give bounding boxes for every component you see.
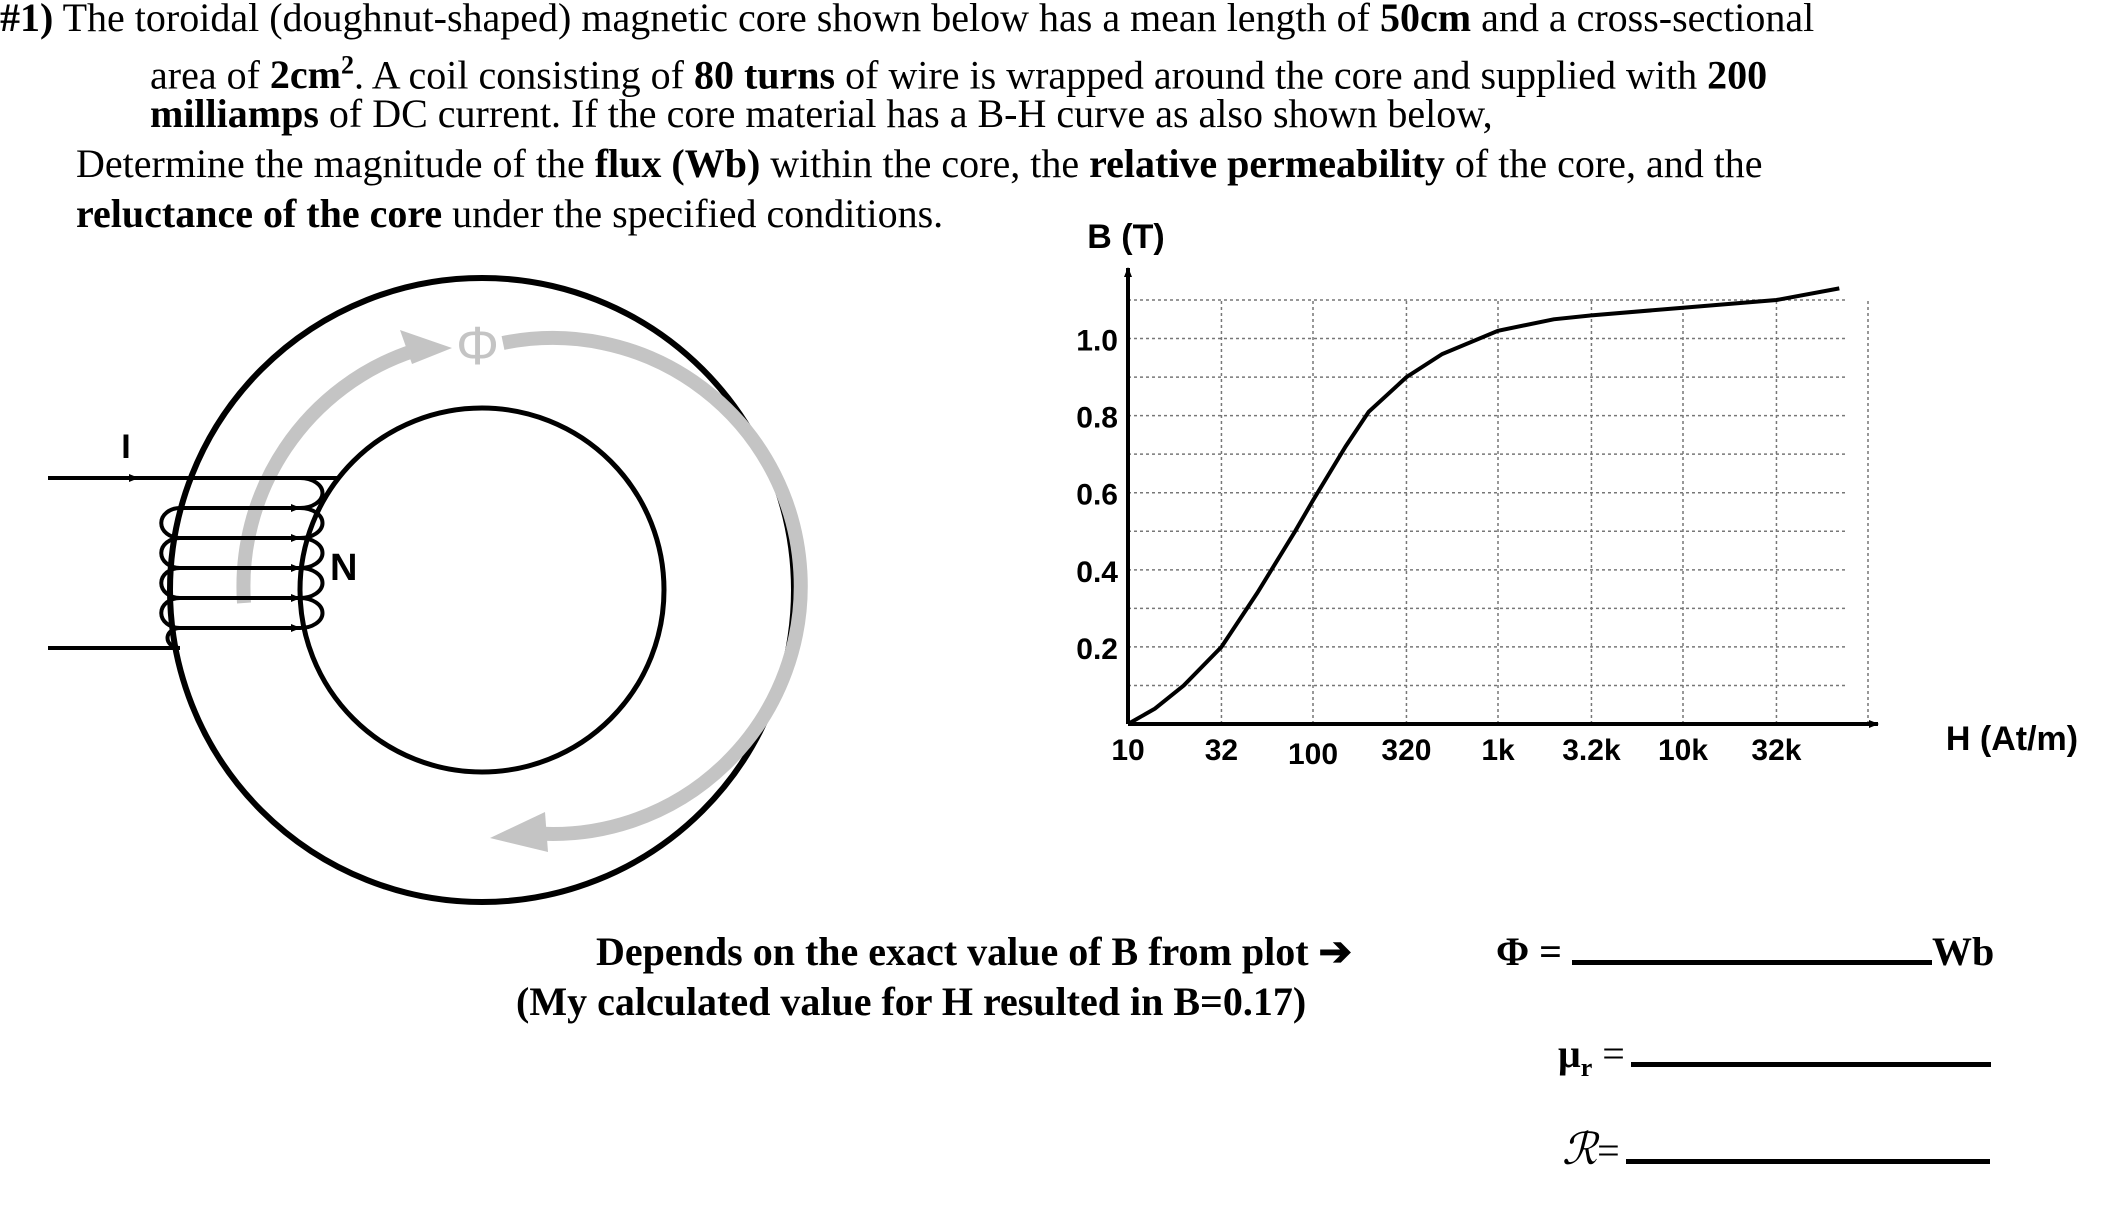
current-unit: milliamps [150,91,319,136]
turns-value: 80 turns [693,52,836,98]
reluctance-answer-label: ℛ [1562,1125,1598,1174]
chart-gridlines-vertical [1127,300,1869,724]
chart-y-tick-labels: 1.0 0.8 0.6 0.4 0.2 [1076,325,1118,666]
chart-x-tick-label: 10 [1111,734,1144,767]
bh-curve-chart: 1.0 0.8 0.6 0.4 0.2 10 32 100 320 1k 3.2k 10k 32k B… [1076,218,2078,771]
answer-permeability: μr = [1558,1030,1991,1092]
permeability-term: relative permeability [1089,141,1445,186]
flux-arrow-top [400,330,452,364]
text-segment: area of [150,52,270,98]
mu-answer-subscript: r [1580,1053,1593,1082]
chart-x-tick-label: 100 [1288,738,1338,771]
chart-x-tick-label: 32k [1751,734,1801,767]
flux-answer-blank[interactable] [1571,930,1932,965]
text-segment: of DC current. If the core material has … [318,91,1493,136]
chart-y-tick-label: 0.6 [1076,479,1118,512]
toroid-inner-ring [297,405,667,775]
problem-line-1: #1) The toroidal (doughnut-shaped) magne… [0,0,1814,42]
mean-length-value: 50cm [1380,0,1472,40]
turns-label: N [330,547,357,589]
reluctance-answer-blank[interactable] [1625,1129,1990,1164]
text-segment: Determine the magnitude of the [76,141,595,186]
flux-answer-label: Φ = [1496,929,1562,974]
coil-windings [159,476,325,650]
note-line-1: Depends on the exact value of B from plo… [596,929,1353,974]
problem-number: #1) [0,0,54,40]
toroid-diagram: Φ I N [48,275,808,905]
chart-x-tick-label: 320 [1381,734,1431,767]
chart-x-tick-label: 1k [1481,734,1515,767]
problem-line-2: area of 2cm2. A coil consisting of 80 tu… [150,42,1767,99]
problem-line-5: reluctance of the core under the specifi… [76,190,943,238]
chart-x-tick-label: 3.2k [1562,734,1621,767]
flux-term: flux (Wb) [594,141,761,186]
chart-x-tick-label: 32 [1205,734,1238,767]
chart-x-tick-labels: 10 32 100 320 1k 3.2k 10k 32k [1111,734,1801,771]
text-segment: and a cross-sectional [1471,0,1815,40]
area-exponent: 2 [340,51,354,80]
chart-x-axis-label: H (At/m) [1946,720,2078,758]
chart-y-tick-label: 0.2 [1076,633,1118,666]
text-segment: The toroidal (doughnut-shaped) magnetic … [53,0,1380,40]
text-segment: . A coil consisting of [353,52,694,98]
current-label: I [121,428,130,466]
chart-y-tick-label: 1.0 [1076,325,1118,358]
flux-arrow-bottom [490,812,548,852]
bh-curve-line [1127,286,1840,726]
answer-reluctance: ℛ= [1562,1126,1990,1175]
note-line-2: (My calculated value for H resulted in B… [516,979,1307,1024]
mu-answer-label: μ [1558,1031,1581,1076]
chart-x-tick-label: 10k [1658,734,1708,767]
problem-line-4: Determine the magnitude of the flux (Wb)… [76,140,1763,188]
mu-answer-equals: = [1592,1031,1625,1076]
chart-y-tick-label: 0.4 [1076,556,1118,589]
current-value: 200 [1707,52,1768,98]
chart-y-tick-label: 0.8 [1076,402,1118,435]
area-value: 2cm2 [269,51,354,98]
flux-path [501,330,808,841]
text-segment: under the specified conditions. [442,191,944,236]
reluctance-term: reluctance of the core [76,191,443,236]
answer-flux: Φ = Wb [1496,928,1994,976]
flux-path-top [236,344,416,604]
text-segment: of the core, and the [1444,141,1763,186]
reluctance-answer-equals: = [1597,1128,1620,1173]
problem-line-3: milliamps of DC current. If the core mat… [150,90,1493,138]
text-segment: within the core, the [760,141,1090,186]
flux-answer-unit: Wb [1931,929,1995,974]
mu-answer-blank[interactable] [1630,1032,1991,1067]
area-number: 2cm [269,52,341,98]
flux-symbol: Φ [456,316,499,376]
chart-y-axis-label: B (T) [1087,218,1164,256]
text-segment: of wire is wrapped around the core and s… [835,52,1708,98]
